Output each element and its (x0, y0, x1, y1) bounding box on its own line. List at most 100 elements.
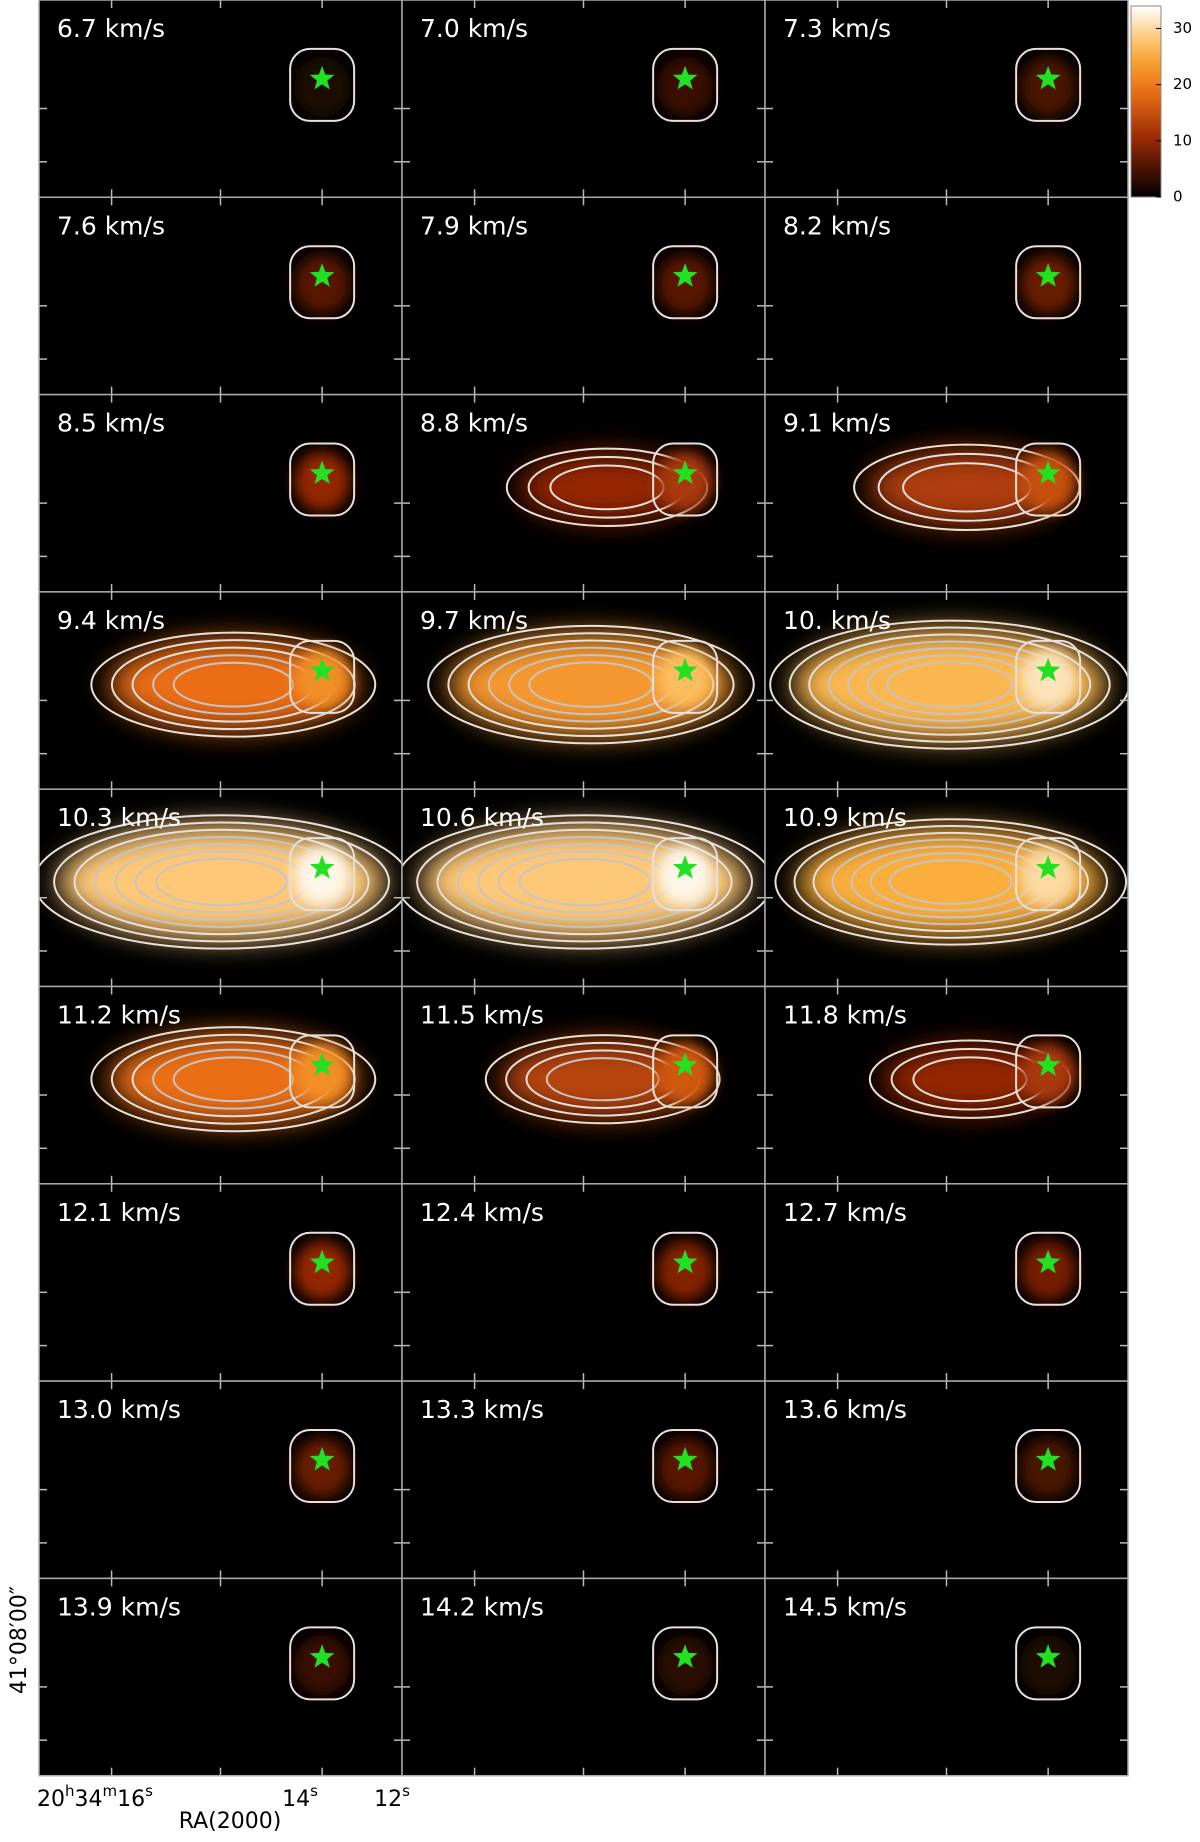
emission (652, 1231, 719, 1306)
compact-emission (1020, 846, 1077, 907)
contour (289, 639, 356, 714)
compact-emission (294, 56, 351, 117)
star-marker (309, 460, 335, 484)
channel-panel: 7.6 km/s (38, 196, 403, 396)
contour (155, 857, 288, 907)
compact-emission (1020, 451, 1077, 512)
star-marker (309, 65, 335, 90)
ra-tick-label: 20h34m16s (37, 1782, 153, 1813)
emission (853, 442, 1082, 532)
star-marker (672, 1644, 698, 1668)
emission (774, 818, 1128, 946)
velocity-label: 9.1 km/s (783, 409, 891, 438)
panel-border (764, 1577, 1129, 1777)
contour (289, 1429, 356, 1504)
velocity-label: 10.3 km/s (57, 803, 181, 832)
compact-emission (294, 846, 351, 907)
velocity-label: 11.2 km/s (57, 1001, 181, 1030)
contour (467, 639, 715, 730)
channel-panel: 9.1 km/s (764, 393, 1129, 593)
emission (289, 1231, 356, 1306)
velocity-label: 10.6 km/s (420, 803, 544, 832)
compact-emission (1020, 648, 1077, 709)
contour (769, 619, 1128, 750)
star-marker (309, 1052, 335, 1076)
star-marker (672, 657, 698, 682)
emission (769, 619, 1128, 750)
compact-emission (657, 846, 714, 907)
star-marker (309, 855, 335, 879)
compact-emission (657, 1635, 714, 1696)
contour (1015, 245, 1082, 320)
star-marker (672, 1052, 698, 1076)
channel-panel: 7.9 km/s (401, 196, 766, 396)
contour (289, 1034, 356, 1109)
contour (1015, 47, 1082, 122)
velocity-label: 7.0 km/s (420, 14, 528, 43)
contour (652, 837, 719, 912)
compact-emission (294, 1438, 351, 1499)
emission (289, 47, 356, 122)
dec-label: 41°08′00″ (7, 1586, 32, 1694)
velocity-label: 7.3 km/s (783, 14, 891, 43)
extended-emission (882, 1045, 1058, 1113)
emission (1015, 245, 1082, 320)
star-marker (309, 1249, 335, 1274)
compact-emission (657, 254, 714, 315)
emission (90, 1026, 377, 1133)
contour (652, 1429, 719, 1504)
velocity-label: 13.9 km/s (57, 1592, 181, 1621)
extended-emission (58, 823, 385, 940)
compact-emission (657, 1438, 714, 1499)
star-marker (1035, 1644, 1061, 1668)
ra-tick-part: m (103, 1782, 118, 1800)
contour (788, 626, 1111, 743)
contour (427, 624, 755, 745)
contour (1015, 442, 1082, 517)
contour (53, 821, 391, 943)
channel-panel: 7.0 km/s (401, 0, 766, 199)
emission (289, 245, 356, 320)
star-marker (672, 1447, 698, 1471)
channel-panel: 12.7 km/s (764, 1183, 1129, 1382)
contour (436, 828, 733, 936)
compact-emission (1020, 1043, 1077, 1104)
contour (1015, 1034, 1082, 1109)
velocity-label: 13.0 km/s (57, 1395, 181, 1424)
contour (289, 442, 356, 517)
extended-emission (798, 827, 1104, 937)
ra-tick-label: 14s (282, 1782, 318, 1813)
emission (1015, 1626, 1082, 1701)
compact-emission (294, 1043, 351, 1104)
star-marker (672, 460, 698, 484)
velocity-label: 11.8 km/s (783, 1001, 907, 1030)
velocity-label: 14.5 km/s (783, 1592, 907, 1621)
compact-emission (294, 254, 351, 315)
emission (652, 245, 719, 320)
ra-label: RA(2000) (179, 1809, 282, 1834)
emission (427, 624, 755, 745)
channel-panel: 10.3 km/s (38, 788, 403, 988)
contour (73, 828, 370, 936)
contour (90, 1026, 377, 1133)
star-marker (309, 1644, 335, 1668)
colorbar-tick-label: 0 (1173, 188, 1183, 206)
emission (402, 814, 765, 950)
star-marker (1035, 263, 1061, 287)
ra-tick-part: 34 (75, 1787, 103, 1812)
velocity-label: 13.6 km/s (783, 1395, 907, 1424)
contour (1015, 837, 1082, 912)
contour (402, 814, 765, 950)
ra-tick-part: s (310, 1782, 318, 1800)
contour (172, 661, 294, 708)
contour (484, 1034, 721, 1125)
contour (289, 47, 356, 122)
colorbar-tick-label: 10 (1173, 131, 1192, 149)
velocity-label: 9.4 km/s (57, 606, 165, 635)
contour (812, 831, 1089, 933)
channel-panel: 13.9 km/s (38, 1577, 403, 1777)
channel-panel: 10.9 km/s (764, 788, 1129, 988)
channel-panel: 8.5 km/s (38, 393, 403, 593)
star-marker (1035, 1052, 1061, 1076)
